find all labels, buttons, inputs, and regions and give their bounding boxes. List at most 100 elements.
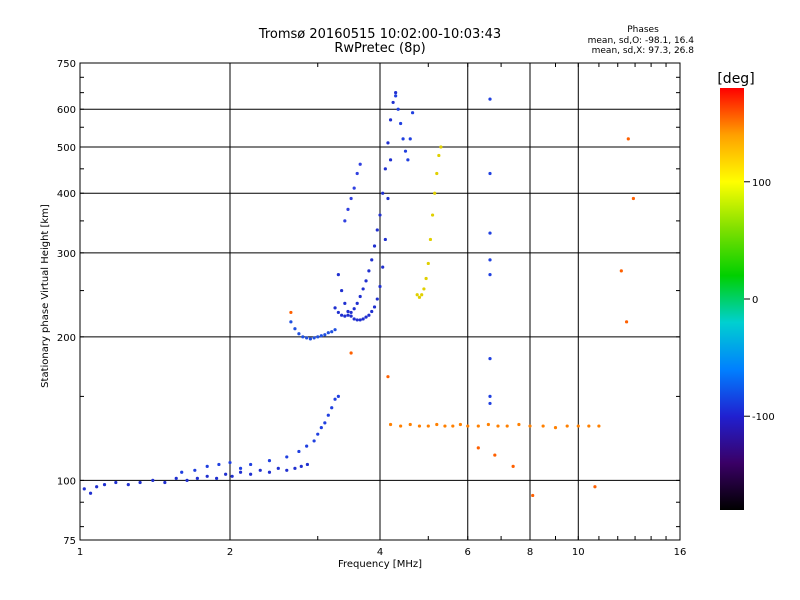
data-point	[417, 295, 422, 299]
colorbar-ticks: 100 0 -100	[744, 178, 775, 423]
data-point	[297, 332, 301, 336]
y-tick-label: 600	[57, 105, 76, 116]
x-tick-label: 8	[527, 547, 533, 558]
data-point	[367, 269, 371, 273]
data-point	[333, 328, 337, 332]
data-point	[370, 309, 374, 314]
data-point	[343, 301, 347, 306]
data-point	[415, 293, 419, 297]
data-point	[420, 293, 424, 297]
x-tick-label: 2	[227, 547, 233, 558]
data-point	[375, 228, 379, 232]
data-point	[422, 287, 426, 291]
data-point	[249, 472, 253, 476]
data-point	[403, 149, 408, 153]
data-point	[114, 480, 118, 485]
data-point	[358, 294, 362, 299]
data-point	[355, 171, 359, 176]
data-point	[417, 424, 422, 428]
data-point	[476, 424, 480, 428]
data-point	[185, 478, 189, 483]
data-point	[249, 462, 253, 467]
y-tick-label: 750	[57, 59, 76, 70]
data-point	[352, 307, 356, 311]
data-point	[426, 424, 430, 428]
data-point	[276, 466, 280, 470]
data-point	[323, 421, 327, 425]
data-point	[631, 196, 635, 201]
data-point	[511, 464, 515, 468]
data-point	[381, 191, 385, 195]
data-point	[553, 426, 558, 430]
data-point	[333, 306, 337, 310]
data-point	[343, 314, 347, 318]
data-point	[488, 357, 492, 361]
data-points	[82, 91, 635, 498]
y-tick-label: 300	[57, 249, 76, 260]
data-point	[289, 320, 293, 324]
data-point	[386, 141, 390, 145]
data-point	[319, 334, 323, 338]
data-point	[352, 317, 356, 321]
data-point	[330, 330, 334, 334]
axis-ticks: 1 2 4 6 8 10 16 75 100 200 300 400 500 600 750	[57, 59, 686, 558]
y-tick-label: 400	[57, 189, 76, 200]
data-point	[372, 244, 377, 248]
data-point	[528, 424, 532, 428]
data-point	[386, 196, 390, 201]
data-point	[370, 258, 374, 262]
data-point	[406, 158, 410, 162]
data-point	[443, 424, 447, 428]
data-point	[466, 424, 470, 428]
data-point	[435, 422, 439, 427]
data-point	[597, 424, 601, 428]
data-point	[95, 485, 99, 489]
data-point	[343, 219, 347, 223]
data-point	[391, 100, 395, 105]
data-point	[358, 318, 362, 322]
data-point	[388, 422, 393, 427]
data-point	[352, 186, 356, 190]
data-point	[358, 162, 362, 166]
data-point	[388, 158, 393, 162]
data-point	[230, 474, 234, 478]
data-point	[340, 288, 344, 293]
data-point	[102, 482, 107, 487]
data-point	[126, 482, 130, 487]
y-axis-label: Stationary phase Virtual Height [km]	[40, 204, 51, 388]
data-point	[316, 432, 320, 436]
data-point	[88, 491, 93, 495]
data-point	[305, 462, 310, 467]
chart-title: Tromsø 20160515 10:02:00-10:03:43	[258, 27, 501, 42]
data-point	[361, 287, 365, 291]
data-point	[381, 265, 385, 269]
data-point	[476, 446, 480, 450]
data-point	[346, 313, 350, 317]
data-point	[326, 331, 330, 335]
data-point	[375, 297, 379, 301]
data-point	[399, 424, 403, 428]
data-point	[493, 453, 497, 457]
data-point	[174, 476, 178, 480]
data-point	[399, 121, 403, 126]
y-tick-label: 100	[57, 476, 76, 487]
gridlines	[80, 63, 680, 540]
data-point	[285, 468, 289, 472]
data-point	[195, 476, 199, 480]
data-point	[217, 462, 221, 467]
colorbar-tick-label: 0	[752, 295, 758, 306]
data-point	[488, 231, 492, 235]
data-point	[82, 487, 86, 491]
data-point	[267, 459, 272, 463]
data-point	[349, 196, 353, 201]
data-point	[383, 237, 387, 242]
data-point	[151, 478, 155, 483]
data-point	[323, 333, 327, 337]
data-point	[333, 397, 337, 401]
data-point	[488, 97, 492, 101]
data-point	[619, 269, 623, 273]
colorbar	[720, 88, 744, 510]
data-point	[355, 318, 359, 322]
data-point	[205, 464, 209, 468]
data-point	[435, 171, 439, 176]
